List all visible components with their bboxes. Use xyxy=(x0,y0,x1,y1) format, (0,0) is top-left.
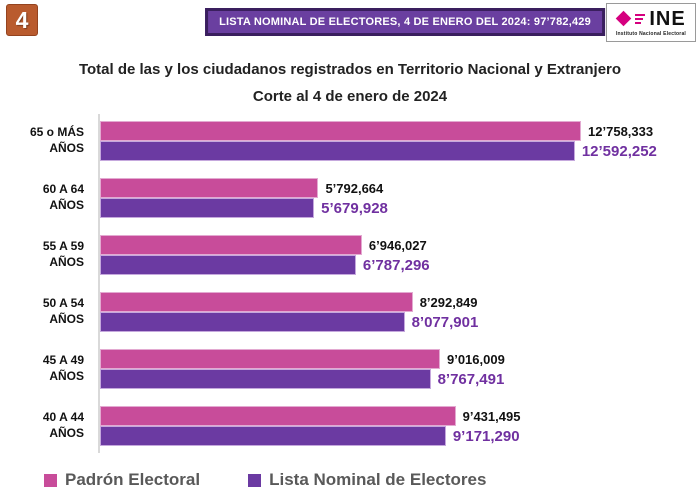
padron-value-label: 6’946,027 xyxy=(368,237,427,253)
padron-bar xyxy=(100,235,362,255)
lista-nominal-bar xyxy=(100,255,356,275)
ine-caption: Instituto Nacional Electoral xyxy=(615,30,687,37)
bar-group-50-54: 50 A 54 AÑOS 8’292,849 8’077,901 xyxy=(0,292,700,332)
lista-nominal-bar xyxy=(100,198,315,218)
lista-nominal-bar xyxy=(100,426,446,446)
category-label: 45 A 49 AÑOS xyxy=(42,353,84,383)
padron-value-label: 12’758,333 xyxy=(588,123,654,139)
chart-title: Total de las y los ciudadanos registrado… xyxy=(78,61,622,78)
padron-value-label: 9’016,009 xyxy=(446,351,505,367)
ine-brand-text: INE xyxy=(649,7,686,30)
lista-nominal-bar xyxy=(100,369,431,389)
padron-bar xyxy=(100,178,319,198)
padron-bar xyxy=(100,406,456,426)
lista-nominal-swatch-icon xyxy=(248,473,262,487)
header: 4 LISTA NOMINAL DE ELECTORES, 4 DE ENERO… xyxy=(0,0,700,46)
category-label: 65 o MÁS AÑOS xyxy=(29,125,84,155)
slide-number-badge: 4 xyxy=(6,4,38,36)
lista-nominal-value-label: 9’171,290 xyxy=(452,427,520,445)
ine-diamond-icon xyxy=(616,10,632,27)
chart-subtitle: Corte al 4 de enero de 2024 xyxy=(252,88,448,105)
legend: Padrón Electoral Lista Nominal de Electo… xyxy=(44,470,700,490)
padron-swatch-icon xyxy=(44,473,57,487)
padron-value-label: 5’792,664 xyxy=(325,180,384,196)
legend-label: Padrón Electoral xyxy=(65,470,201,489)
category-label: 60 A 64 AÑOS xyxy=(42,182,84,212)
legend-item-padron: Padrón Electoral xyxy=(44,470,200,490)
padron-bar xyxy=(100,292,413,312)
bar-chart: 65 o MÁS AÑOS 12’758,333 12’592,252 60 A… xyxy=(0,114,700,453)
ine-lines-icon xyxy=(635,13,646,24)
lista-nominal-value-label: 8’077,901 xyxy=(411,313,479,331)
legend-item-lista-nominal: Lista Nominal de Electores xyxy=(248,470,486,490)
category-label: 50 A 54 AÑOS xyxy=(42,296,84,326)
padron-value-label: 8’292,849 xyxy=(419,294,478,310)
bar-group-45-49: 45 A 49 AÑOS 9’016,009 8’767,491 xyxy=(0,349,700,389)
legend-label: Lista Nominal de Electores xyxy=(269,470,487,489)
lista-nominal-value-label: 8’767,491 xyxy=(437,370,505,388)
ine-logo: INE Instituto Nacional Electoral xyxy=(606,3,696,42)
lista-nominal-bar xyxy=(100,141,575,161)
lista-nominal-value-label: 12’592,252 xyxy=(581,142,657,160)
bar-group-55-59: 55 A 59 AÑOS 6’946,027 6’787,296 xyxy=(0,235,700,275)
y-axis-line xyxy=(98,114,100,453)
bar-group-65-mas: 65 o MÁS AÑOS 12’758,333 12’592,252 xyxy=(0,121,700,161)
padron-bar xyxy=(100,349,440,369)
padron-bar xyxy=(100,121,582,141)
bar-group-40-44: 40 A 44 AÑOS 9’431,495 9’171,290 xyxy=(0,406,700,446)
category-label: 40 A 44 AÑOS xyxy=(42,410,84,440)
category-label: 55 A 59 AÑOS xyxy=(42,239,84,269)
lista-nominal-value-label: 5’679,928 xyxy=(321,199,388,217)
lista-nominal-banner: LISTA NOMINAL DE ELECTORES, 4 DE ENERO D… xyxy=(205,8,605,36)
padron-value-label: 9’431,495 xyxy=(462,408,521,424)
lista-nominal-value-label: 6’787,296 xyxy=(362,256,430,274)
bar-group-60-64: 60 A 64 AÑOS 5’792,664 5’679,928 xyxy=(0,178,700,218)
lista-nominal-bar xyxy=(100,312,405,332)
